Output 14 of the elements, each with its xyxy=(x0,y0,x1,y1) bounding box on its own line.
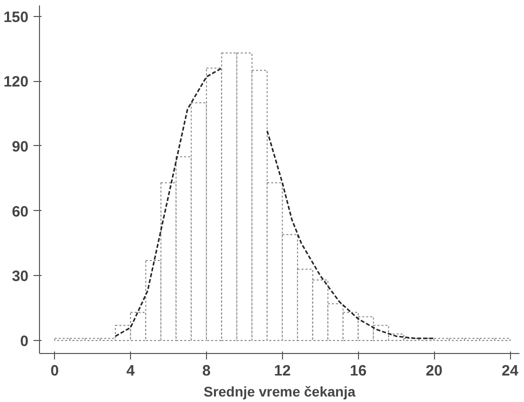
x-tick-label: 20 xyxy=(426,362,442,380)
y-tick-label: 60 xyxy=(12,203,29,220)
x-tick-label: 12 xyxy=(274,362,291,380)
y-tick-label: 0 xyxy=(20,333,28,350)
x-axis-title: Srednje vreme čekanja xyxy=(204,384,356,400)
y-tick-label: 150 xyxy=(3,8,29,26)
y-tick-label: 120 xyxy=(3,74,29,91)
y-tick-label: 90 xyxy=(12,138,29,156)
x-tick-label: 4 xyxy=(126,362,136,380)
x-tick-label: 8 xyxy=(202,362,211,380)
x-tick-label: 16 xyxy=(350,362,367,380)
x-tick-label: 0 xyxy=(50,362,59,380)
x-tick-label: 24 xyxy=(502,362,520,380)
y-tick-label: 30 xyxy=(12,268,29,286)
